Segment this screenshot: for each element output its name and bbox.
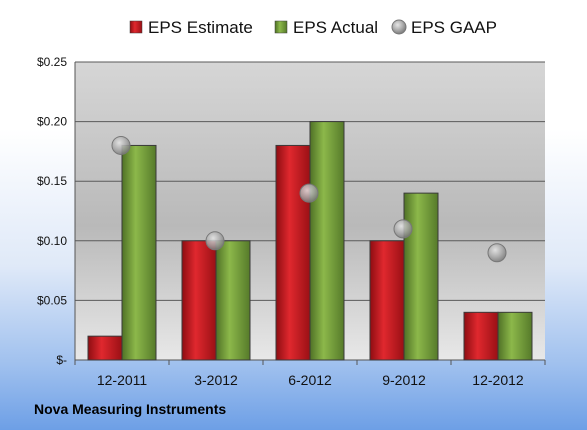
y-tick-label: $- xyxy=(56,353,67,367)
bar-eps-actual xyxy=(403,192,439,361)
bar-eps-estimate xyxy=(275,144,311,361)
point-eps-gaap xyxy=(111,135,131,155)
point-eps-gaap xyxy=(393,219,413,239)
bar-eps-estimate xyxy=(181,240,217,361)
point-eps-gaap xyxy=(205,231,225,251)
y-tick-label: $0.25 xyxy=(37,55,67,69)
bars xyxy=(87,121,533,361)
y-tick-label: $0.05 xyxy=(37,293,67,307)
bar-eps-actual xyxy=(497,311,533,361)
gaap-points xyxy=(111,135,507,263)
bar-eps-estimate xyxy=(463,311,499,361)
legend-swatch xyxy=(391,19,407,35)
x-tick-label: 9-2012 xyxy=(382,372,426,388)
x-axis-ticks: 12-2011 3-2012 6-2012 9-2012 12-2012 xyxy=(97,372,524,388)
bar-eps-estimate xyxy=(369,240,405,361)
legend-label: EPS GAAP xyxy=(411,18,497,37)
point-eps-gaap xyxy=(299,183,319,203)
point-eps-gaap xyxy=(487,243,507,263)
x-tick-label: 3-2012 xyxy=(194,372,238,388)
y-tick-label: $0.15 xyxy=(37,174,67,188)
legend-label: EPS Estimate xyxy=(148,18,253,37)
y-axis-ticks: $- $0.05 $0.10 $0.15 $0.20 $0.25 xyxy=(37,55,67,367)
x-tick-label: 12-2011 xyxy=(97,372,148,388)
bar-eps-actual xyxy=(215,240,251,361)
legend-label: EPS Actual xyxy=(293,18,378,37)
legend: EPS Estimate EPS Actual EPS GAAP xyxy=(129,18,497,37)
y-tick-label: $0.10 xyxy=(37,234,67,248)
company-name: Nova Measuring Instruments xyxy=(34,401,227,417)
bar-eps-actual xyxy=(121,144,157,361)
bar-eps-estimate xyxy=(87,335,123,361)
legend-swatch xyxy=(129,20,143,34)
bar-eps-actual xyxy=(309,121,345,361)
y-tick-label: $0.20 xyxy=(37,115,67,129)
legend-swatch xyxy=(274,20,288,34)
x-tick-label: 6-2012 xyxy=(288,372,332,388)
x-tick-label: 12-2012 xyxy=(472,372,524,388)
